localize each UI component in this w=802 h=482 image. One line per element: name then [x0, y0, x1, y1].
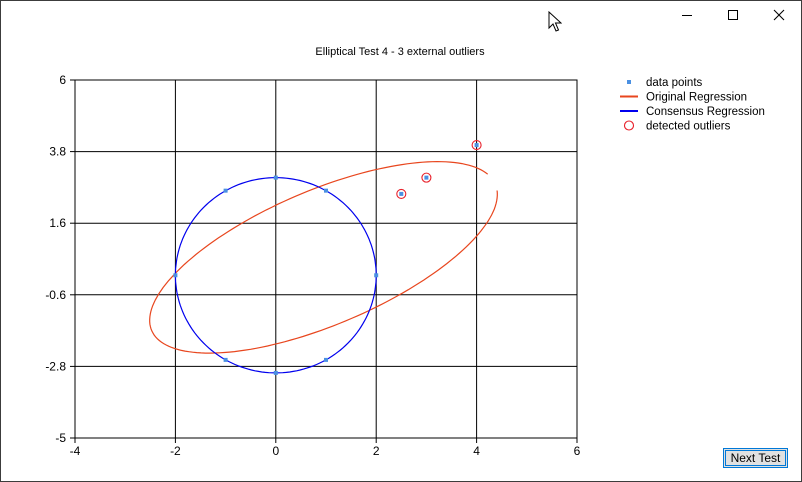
regression-curves: [149, 160, 498, 374]
y-tick-label: -5: [55, 431, 66, 445]
legend-label: data points: [646, 77, 703, 89]
legend-symbol-outlier: [623, 120, 635, 131]
outlier-marker: [421, 172, 432, 183]
y-tick-label: -0.6: [45, 288, 66, 302]
data-point: [324, 188, 328, 193]
data-point: [399, 191, 404, 196]
close-button[interactable]: [756, 0, 802, 30]
x-tick-label: 0: [272, 444, 279, 458]
x-tick-label: 6: [574, 444, 581, 458]
legend: data points Original Regression Consensus …: [620, 77, 765, 133]
y-tick-label: -2.8: [45, 359, 66, 373]
original-regression-curve: [149, 160, 498, 354]
legend-label: Consensus Regression: [646, 106, 765, 118]
data-point: [173, 273, 178, 278]
outlier-marker: [471, 140, 482, 151]
grid: [75, 80, 577, 438]
chart-title: Elliptical Test 4 - 3 external outliers: [315, 46, 485, 58]
data-point: [474, 143, 479, 148]
x-tick-label: 4: [473, 444, 480, 458]
y-tick-label: 6: [59, 73, 66, 87]
legend-label: Original Regression: [646, 92, 747, 104]
maximize-button[interactable]: [710, 0, 756, 30]
close-icon: [773, 9, 785, 21]
data-point: [273, 370, 278, 375]
data-point: [223, 357, 228, 362]
minimize-button[interactable]: [664, 0, 710, 30]
x-tick-label: -2: [170, 444, 181, 458]
data-point: [273, 175, 278, 180]
plot-area: [74, 79, 578, 439]
data-point: [424, 175, 429, 180]
data-point: [223, 188, 228, 193]
x-tick-label: 2: [373, 444, 380, 458]
data-marks: [173, 140, 482, 375]
axis-ticks: -4 -2 0 2 4 6 6 3.8 1.6 -0.6 -2.8 -5: [45, 73, 580, 458]
data-point: [374, 273, 379, 278]
x-tick-label: -4: [70, 444, 81, 458]
maximize-icon: [728, 10, 738, 20]
legend-symbol-data-points: [627, 80, 631, 84]
legend-label: detected outliers: [646, 121, 731, 133]
next-test-button[interactable]: Next Test: [723, 448, 788, 468]
minimize-icon: [682, 15, 692, 16]
y-tick-label: 1.6: [49, 216, 66, 230]
data-point: [324, 357, 328, 362]
y-tick-label: 3.8: [49, 145, 66, 159]
outlier-marker: [396, 188, 407, 199]
mouse-cursor-icon: [548, 11, 562, 32]
